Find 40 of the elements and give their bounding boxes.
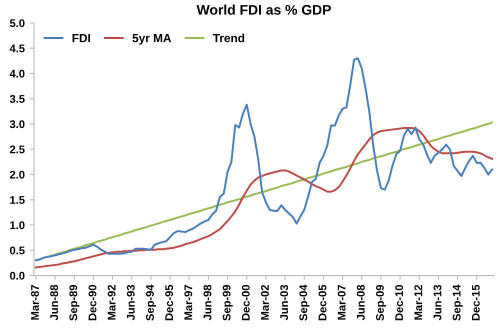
x-tick-label: Sep-14 bbox=[452, 284, 463, 321]
x-tick-label: Mar-02 bbox=[261, 284, 269, 320]
line-series bbox=[34, 57, 494, 262]
x-tick-label: Sep-04 bbox=[299, 284, 310, 321]
x-tick-label: Sep-09 bbox=[376, 284, 386, 321]
y-tick-label: 5.0 bbox=[10, 19, 25, 28]
legend-label: Trend bbox=[212, 34, 244, 42]
y-tick-label: 2.5 bbox=[10, 146, 25, 154]
y-tick-label: 1.0 bbox=[10, 221, 25, 230]
legend-label: FDI bbox=[72, 34, 90, 42]
x-tick-label: Dec-90 bbox=[88, 285, 96, 320]
x-tick-label: Dec-05 bbox=[318, 284, 326, 320]
x-tick-label: Sep-99 bbox=[222, 284, 233, 321]
x-tick-label: Mar-12 bbox=[414, 284, 422, 320]
x-tick-label: Dec-15 bbox=[472, 284, 480, 320]
x-tick-label: Sep-89 bbox=[69, 284, 80, 321]
x-tick-label: Sep-94 bbox=[146, 284, 156, 321]
legend-label: 5yr MA bbox=[132, 34, 172, 45]
y-tick-label: 1.5 bbox=[10, 196, 25, 204]
x-tick-label: Dec-95 bbox=[165, 284, 174, 320]
y-tick-label: 4.5 bbox=[10, 44, 25, 52]
x-tick-label: Mar-92 bbox=[108, 284, 116, 320]
y-tick-label: 3.0 bbox=[10, 120, 25, 128]
chart-title: World FDI as % GDP bbox=[196, 4, 331, 15]
x-tick-label: Jun-13 bbox=[434, 284, 442, 320]
x-tick-label: Jun-88 bbox=[50, 284, 58, 320]
y-tick-label: 0.5 bbox=[10, 246, 25, 254]
x-tick-label: Jun-98 bbox=[204, 284, 212, 320]
x-tick-label: Mar-87 bbox=[31, 285, 39, 320]
y-tick-label: 4.0 bbox=[10, 70, 25, 78]
x-tick-label: Dec-00 bbox=[242, 285, 250, 320]
x-tick-label: Mar-07 bbox=[338, 285, 346, 320]
y-tick-label: 2.0 bbox=[10, 170, 25, 179]
x-tick-label: Dec-10 bbox=[395, 285, 404, 320]
x-tick-label: Mar-97 bbox=[184, 285, 192, 320]
x-tick-label: Jun-08 bbox=[356, 284, 365, 320]
x-tick-label: Jun-93 bbox=[126, 284, 135, 320]
y-tick-label: 0.0 bbox=[10, 272, 25, 280]
x-tick-label: Jun-03 bbox=[280, 284, 288, 320]
y-tick-label: 3.5 bbox=[10, 94, 25, 103]
